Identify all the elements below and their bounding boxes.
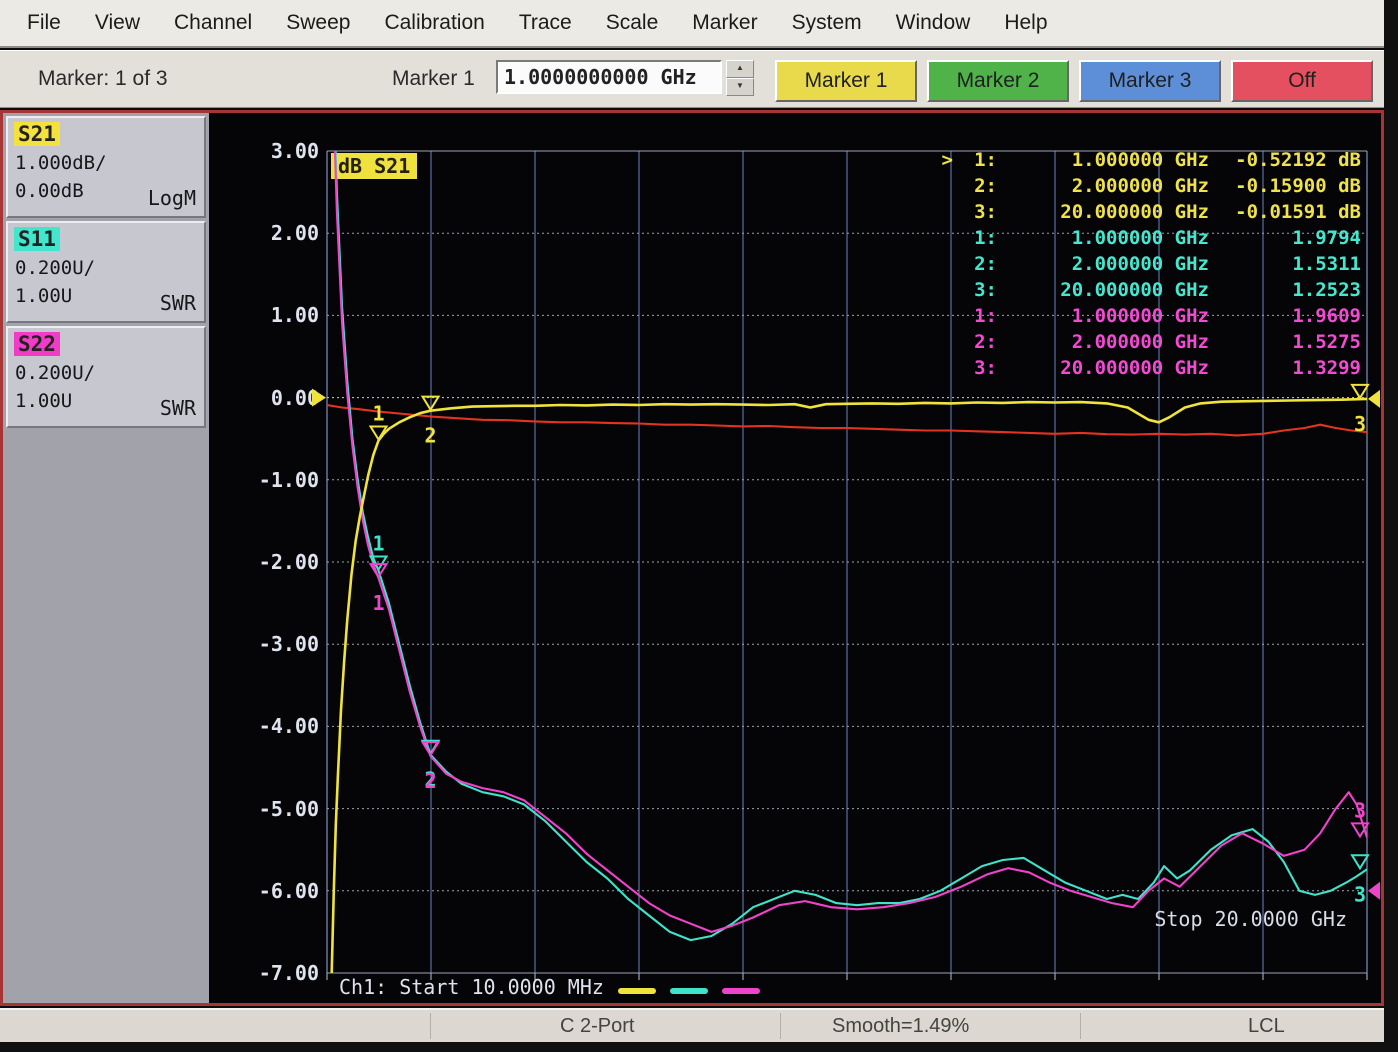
marker-3-s11-swr: 3 bbox=[1350, 854, 1370, 906]
marker-readout-table: >1: 1.000000 GHz -0.52192 dB 2: 2.000000 GHz… bbox=[933, 149, 1361, 383]
marker-3-s22-swr: 3 bbox=[1350, 798, 1370, 839]
marker-readout-row: 1: 1.000000 GHz 1.9609 bbox=[974, 305, 1361, 327]
svg-text:3: 3 bbox=[1354, 412, 1366, 436]
trace-s22-swr bbox=[333, 151, 1367, 933]
menu-item-scale[interactable]: Scale bbox=[605, 11, 659, 34]
marker-field-label: Marker 1 bbox=[392, 67, 475, 90]
trace-status-sidebar: S21 1.000dB/0.00dB LogM S11 0.200U/1.00U SWR S… bbox=[3, 113, 209, 1003]
trace-panel-s22[interactable]: S22 0.200U/1.00U SWR bbox=[6, 326, 206, 428]
menu-item-help[interactable]: Help bbox=[1004, 11, 1048, 34]
channel-start-line: Ch1: Start 10.0000 MHz bbox=[339, 975, 760, 999]
trace-ref: 0.00dB bbox=[15, 180, 84, 202]
stop-frequency-label: Stop 20.0000 GHz bbox=[1154, 907, 1347, 931]
trace-scale: 0.200U/ bbox=[15, 362, 96, 384]
marker-3-button[interactable]: Marker 3 bbox=[1079, 60, 1221, 102]
trace-scale: 0.200U/ bbox=[15, 257, 96, 279]
channel-window: S21 1.000dB/0.00dB LogM S11 0.200U/1.00U SWR S… bbox=[0, 110, 1384, 1006]
y-axis-label: -7.00 bbox=[258, 961, 319, 985]
svg-text:1: 1 bbox=[372, 591, 384, 615]
marker-1-s21-db: 1 bbox=[368, 402, 389, 442]
marker-readout-row: 3: 20.000000 GHz 1.2523 bbox=[974, 279, 1361, 301]
marker-status-label: Marker: 1 of 3 bbox=[38, 67, 168, 90]
legend-dash-s11-swr bbox=[669, 988, 708, 994]
svg-text:3: 3 bbox=[1354, 882, 1366, 906]
legend-dash-s22-swr bbox=[721, 988, 760, 994]
trace-name-chip: S11 bbox=[14, 227, 60, 251]
trace-format: SWR bbox=[159, 396, 196, 420]
marker-readout-row: 3: 20.000000 GHz -0.01591 dB bbox=[974, 201, 1361, 223]
menu-item-system[interactable]: System bbox=[791, 11, 862, 34]
marker-frequency-input[interactable] bbox=[496, 60, 722, 94]
start-frequency-label: Ch1: Start 10.0000 MHz bbox=[339, 975, 604, 999]
marker-1-s22-swr: 1 bbox=[368, 563, 389, 615]
reference-marker-icon bbox=[312, 388, 326, 407]
menu-bar: File View Channel Sweep Calibration Trace Scal… bbox=[0, 0, 1384, 48]
trace-s21-memory bbox=[327, 403, 1367, 437]
y-axis-label: -1.00 bbox=[258, 467, 319, 492]
svg-text:1: 1 bbox=[372, 531, 384, 555]
trace-s21-db bbox=[330, 397, 1367, 973]
marker-readout-row: 1: 1.000000 GHz 1.9794 bbox=[974, 227, 1361, 249]
marker-readout-row: >1: 1.000000 GHz -0.52192 dB bbox=[941, 149, 1361, 171]
marker-readout-row: 3: 20.000000 GHz 1.3299 bbox=[974, 357, 1361, 379]
trace-ref: 1.00U bbox=[15, 285, 73, 307]
marker-readout-row: 2: 2.000000 GHz 1.5311 bbox=[974, 253, 1361, 275]
trace-s11-swr bbox=[334, 151, 1367, 942]
marker-2-button[interactable]: Marker 2 bbox=[927, 60, 1069, 102]
trace-format: SWR bbox=[159, 291, 196, 315]
menu-item-trace[interactable]: Trace bbox=[518, 11, 572, 34]
menu-item-file[interactable]: File bbox=[27, 11, 61, 34]
marker-frequency-stepper: ▲ ▼ bbox=[726, 60, 754, 96]
svg-text:3: 3 bbox=[1354, 798, 1366, 822]
y-axis-label: -4.00 bbox=[258, 714, 319, 739]
marker-off-button[interactable]: Off bbox=[1231, 60, 1373, 102]
marker-2-s21-db: 2 bbox=[420, 395, 441, 448]
trace-panel-s21[interactable]: S21 1.000dB/0.00dB LogM bbox=[6, 116, 206, 218]
y-axis-label: -6.00 bbox=[258, 878, 319, 903]
marker-readout-row: 2: 2.000000 GHz 1.5275 bbox=[974, 331, 1361, 353]
y-axis-label: -3.00 bbox=[258, 632, 319, 657]
plot-area[interactable]: dB S21 3.00 2.00 1.00 0.00 -1.00 -2.00 -3.00 -4… bbox=[209, 113, 1381, 1003]
trace-name-chip: S21 bbox=[14, 122, 60, 146]
marker-2-s22-swr: 2 bbox=[420, 741, 441, 793]
trace-ref: 1.00U bbox=[15, 390, 73, 412]
marker-toolbar: Marker: 1 of 3 Marker 1 ▲ ▼ Marker 1Mark… bbox=[0, 50, 1384, 108]
reference-marker-icon bbox=[1368, 881, 1380, 900]
menu-item-calibration[interactable]: Calibration bbox=[384, 11, 485, 34]
reference-marker-icon bbox=[1368, 389, 1380, 408]
marker-1-s11-swr: 1 bbox=[368, 531, 389, 572]
svg-text:2: 2 bbox=[425, 424, 437, 448]
trace-name-chip: S22 bbox=[14, 332, 60, 356]
stepper-up-icon[interactable]: ▲ bbox=[726, 60, 754, 78]
smoothing-status: Smooth=1.49% bbox=[832, 1015, 970, 1037]
active-trace-tag: dB S21 bbox=[331, 153, 418, 179]
svg-text:1: 1 bbox=[372, 402, 384, 426]
menu-item-view[interactable]: View bbox=[94, 11, 140, 34]
stepper-down-icon[interactable]: ▼ bbox=[726, 78, 754, 96]
y-axis-label: 3.00 bbox=[270, 139, 319, 163]
trace-panel-s11[interactable]: S11 0.200U/1.00U SWR bbox=[6, 221, 206, 323]
y-axis-label: -5.00 bbox=[258, 796, 319, 821]
lcl-status: LCL bbox=[1248, 1015, 1285, 1037]
marker-readout-row: 2: 2.000000 GHz -0.15900 dB bbox=[974, 175, 1361, 197]
menu-item-marker[interactable]: Marker bbox=[692, 11, 758, 34]
legend-dash-s21-db bbox=[617, 988, 656, 994]
status-bar: C 2-Port Smooth=1.49% LCL bbox=[0, 1008, 1384, 1042]
menu-item-sweep[interactable]: Sweep bbox=[286, 11, 351, 34]
y-axis-label: 0.00 bbox=[270, 385, 319, 410]
svg-text:2: 2 bbox=[425, 769, 437, 793]
y-axis-label: -2.00 bbox=[258, 550, 319, 574]
y-axis-label: 2.00 bbox=[270, 221, 319, 246]
calibration-status: C 2-Port bbox=[560, 1015, 635, 1037]
menu-item-window[interactable]: Window bbox=[895, 11, 971, 34]
svg-text:2: 2 bbox=[425, 768, 437, 792]
trace-scale: 1.000dB/ bbox=[15, 152, 107, 174]
marker-1-button[interactable]: Marker 1 bbox=[775, 60, 917, 102]
trace-format: LogM bbox=[147, 186, 196, 210]
marker-3-s21-db: 3 bbox=[1350, 383, 1370, 436]
menu-item-channel[interactable]: Channel bbox=[173, 11, 253, 34]
y-axis-label: 1.00 bbox=[270, 303, 319, 328]
